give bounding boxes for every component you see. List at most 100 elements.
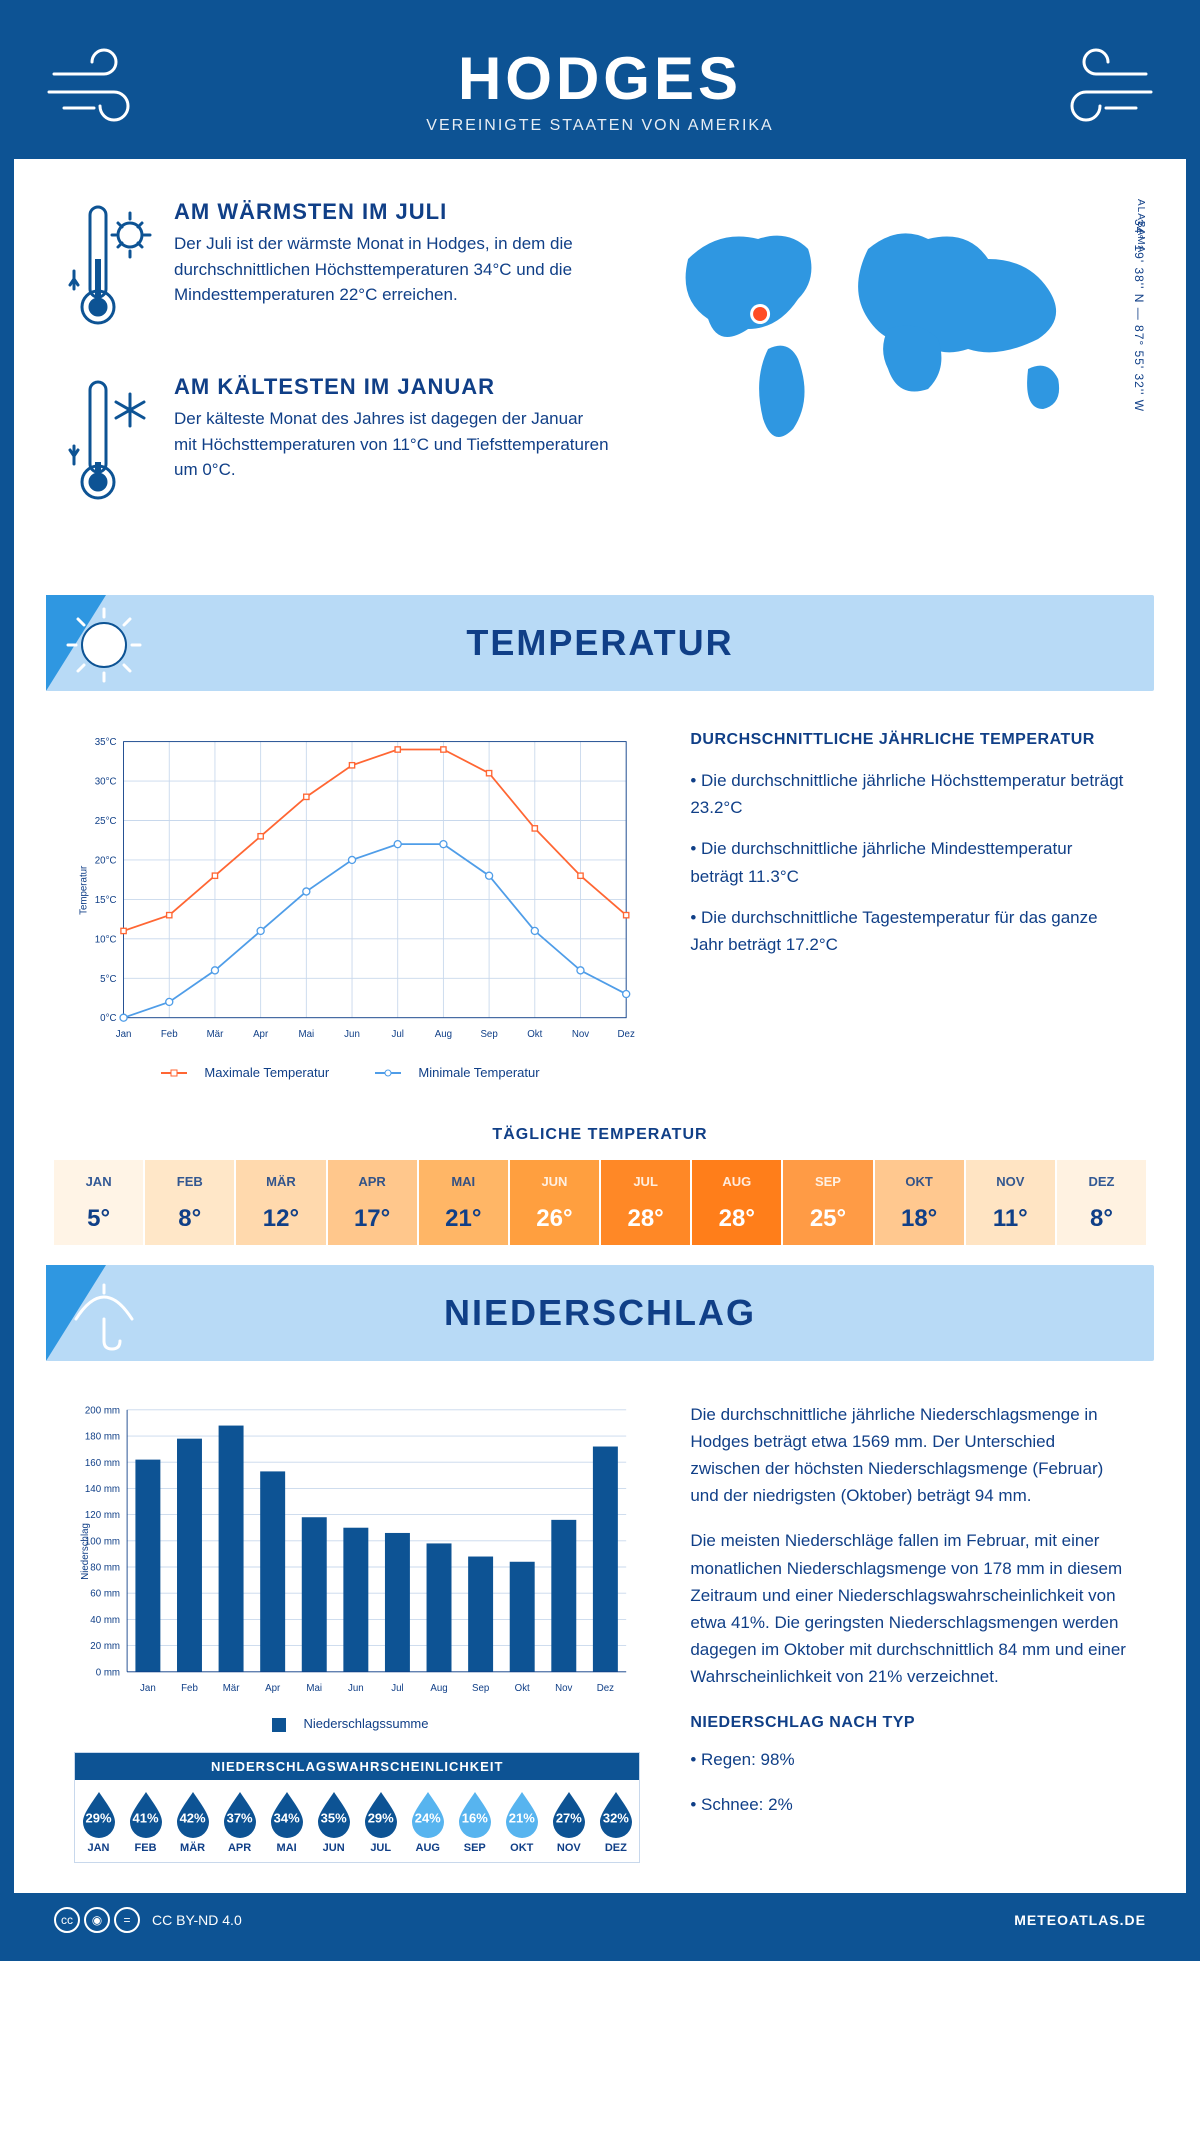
page: HODGES VEREINIGTE STAATEN VON AMERIKA	[0, 0, 1200, 1961]
thermometer-cold-icon	[64, 374, 154, 519]
svg-text:Aug: Aug	[435, 1029, 452, 1040]
svg-text:100 mm: 100 mm	[85, 1536, 120, 1547]
svg-text:60 mm: 60 mm	[90, 1588, 120, 1599]
svg-text:Mär: Mär	[223, 1683, 241, 1694]
precip-type-2: • Schnee: 2%	[690, 1791, 1126, 1818]
svg-text:0°C: 0°C	[100, 1013, 116, 1024]
svg-text:Feb: Feb	[181, 1683, 198, 1694]
svg-text:Dez: Dez	[618, 1029, 635, 1040]
svg-text:80 mm: 80 mm	[90, 1562, 120, 1573]
probability-cell: 34%MAI	[263, 1780, 310, 1862]
svg-text:Apr: Apr	[253, 1029, 269, 1040]
daily-temp-row: JAN5°FEB8°MÄR12°APR17°MAI21°JUN26°JUL28°…	[54, 1160, 1146, 1245]
svg-text:Sep: Sep	[472, 1683, 489, 1694]
probability-title: NIEDERSCHLAGSWAHRSCHEINLICHKEIT	[75, 1753, 639, 1780]
probability-cell: 32%DEZ	[592, 1780, 639, 1862]
daily-cell: APR17°	[328, 1160, 419, 1245]
svg-text:200 mm: 200 mm	[85, 1405, 120, 1416]
precip-para-1: Die durchschnittliche jährliche Niedersc…	[690, 1401, 1126, 1510]
cc-icons: cc ◉ =	[54, 1907, 140, 1933]
svg-text:140 mm: 140 mm	[85, 1484, 120, 1495]
probability-cell: 27%NOV	[545, 1780, 592, 1862]
precip-type-title: NIEDERSCHLAG NACH TYP	[690, 1710, 1126, 1736]
probability-cell: 35%JUN	[310, 1780, 357, 1862]
temp-bullet-3: • Die durchschnittliche Tagestemperatur …	[690, 904, 1126, 958]
precipitation-heading: NIEDERSCHLAG	[444, 1292, 756, 1334]
cc-icon: cc	[54, 1907, 80, 1933]
svg-text:20°C: 20°C	[95, 855, 117, 866]
probability-cell: 21%OKT	[498, 1780, 545, 1862]
svg-text:180 mm: 180 mm	[85, 1431, 120, 1442]
daily-temp-title: TÄGLICHE TEMPERATUR	[14, 1126, 1186, 1144]
svg-text:Dez: Dez	[597, 1683, 614, 1694]
temperature-chart: Temperatur0°C5°C10°C15°C20°C25°C30°C35°C…	[74, 731, 640, 1080]
svg-text:Jun: Jun	[348, 1683, 364, 1694]
daily-cell: DEZ8°	[1057, 1160, 1146, 1245]
daily-cell: NOV11°	[966, 1160, 1057, 1245]
svg-text:Mai: Mai	[306, 1683, 322, 1694]
nd-icon: =	[114, 1907, 140, 1933]
probability-cell: 29%JUL	[357, 1780, 404, 1862]
svg-text:160 mm: 160 mm	[85, 1457, 120, 1468]
by-icon: ◉	[84, 1907, 110, 1933]
wind-icon	[1036, 44, 1156, 124]
svg-text:Jun: Jun	[344, 1029, 360, 1040]
svg-text:0 mm: 0 mm	[96, 1667, 120, 1678]
daily-cell: SEP25°	[783, 1160, 874, 1245]
world-map	[640, 199, 1136, 464]
svg-text:5°C: 5°C	[100, 974, 116, 985]
svg-text:35°C: 35°C	[95, 737, 117, 748]
precipitation-chart: Niederschlag0 mm20 mm40 mm60 mm80 mm100 …	[74, 1401, 640, 1732]
license-text: CC BY-ND 4.0	[152, 1912, 242, 1928]
svg-text:Apr: Apr	[265, 1683, 281, 1694]
svg-text:120 mm: 120 mm	[85, 1510, 120, 1521]
daily-cell: JUN26°	[510, 1160, 601, 1245]
daily-cell: JAN5°	[54, 1160, 145, 1245]
warmest-text: Der Juli ist der wärmste Monat in Hodges…	[174, 231, 610, 308]
svg-text:Aug: Aug	[430, 1683, 447, 1694]
warmest-block: AM WÄRMSTEN IM JULI Der Juli ist der wär…	[64, 199, 610, 344]
probability-cell: 37%APR	[216, 1780, 263, 1862]
temp-bullet-1: • Die durchschnittliche jährliche Höchst…	[690, 767, 1126, 821]
svg-text:15°C: 15°C	[95, 895, 117, 906]
precipitation-section: Niederschlag0 mm20 mm40 mm60 mm80 mm100 …	[14, 1361, 1186, 1893]
daily-cell: FEB8°	[145, 1160, 236, 1245]
temp-bullet-2: • Die durchschnittliche jährliche Mindes…	[690, 835, 1126, 889]
precip-para-2: Die meisten Niederschläge fallen im Febr…	[690, 1527, 1126, 1690]
daily-cell: MAI21°	[419, 1160, 510, 1245]
intro-section: AM WÄRMSTEN IM JULI Der Juli ist der wär…	[14, 159, 1186, 579]
svg-text:20 mm: 20 mm	[90, 1641, 120, 1652]
thermometer-hot-icon	[64, 199, 154, 344]
daily-cell: MÄR12°	[236, 1160, 327, 1245]
svg-text:Okt: Okt	[527, 1029, 542, 1040]
coldest-title: AM KÄLTESTEN IM JANUAR	[174, 374, 610, 400]
probability-block: NIEDERSCHLAGSWAHRSCHEINLICHKEIT 29%JAN41…	[74, 1752, 640, 1863]
svg-text:Nov: Nov	[572, 1029, 589, 1040]
warmest-title: AM WÄRMSTEN IM JULI	[174, 199, 610, 225]
svg-text:40 mm: 40 mm	[90, 1614, 120, 1625]
sun-icon	[64, 605, 144, 685]
probability-cell: 42%MÄR	[169, 1780, 216, 1862]
svg-text:Temperatur: Temperatur	[78, 865, 89, 915]
svg-text:10°C: 10°C	[95, 934, 117, 945]
probability-cell: 16%SEP	[451, 1780, 498, 1862]
temp-summary-title: DURCHSCHNITTLICHE JÄHRLICHE TEMPERATUR	[690, 731, 1126, 749]
probability-cell: 29%JAN	[75, 1780, 122, 1862]
daily-cell: AUG28°	[692, 1160, 783, 1245]
svg-text:Jul: Jul	[391, 1029, 403, 1040]
page-title: HODGES	[34, 44, 1166, 113]
temp-legend: Maximale Temperatur Minimale Temperatur	[74, 1065, 640, 1080]
header: HODGES VEREINIGTE STAATEN VON AMERIKA	[14, 14, 1186, 159]
probability-cell: 24%AUG	[404, 1780, 451, 1862]
svg-text:30°C: 30°C	[95, 777, 117, 788]
svg-text:Mai: Mai	[298, 1029, 314, 1040]
coldest-block: AM KÄLTESTEN IM JANUAR Der kälteste Mona…	[64, 374, 610, 519]
page-subtitle: VEREINIGTE STAATEN VON AMERIKA	[34, 117, 1166, 135]
svg-text:Jul: Jul	[391, 1683, 403, 1694]
svg-text:Mär: Mär	[207, 1029, 225, 1040]
site-name: METEOATLAS.DE	[1014, 1912, 1146, 1928]
svg-text:Okt: Okt	[515, 1683, 530, 1694]
svg-text:Jan: Jan	[140, 1683, 156, 1694]
svg-text:Jan: Jan	[116, 1029, 132, 1040]
coldest-text: Der kälteste Monat des Jahres ist dagege…	[174, 406, 610, 483]
